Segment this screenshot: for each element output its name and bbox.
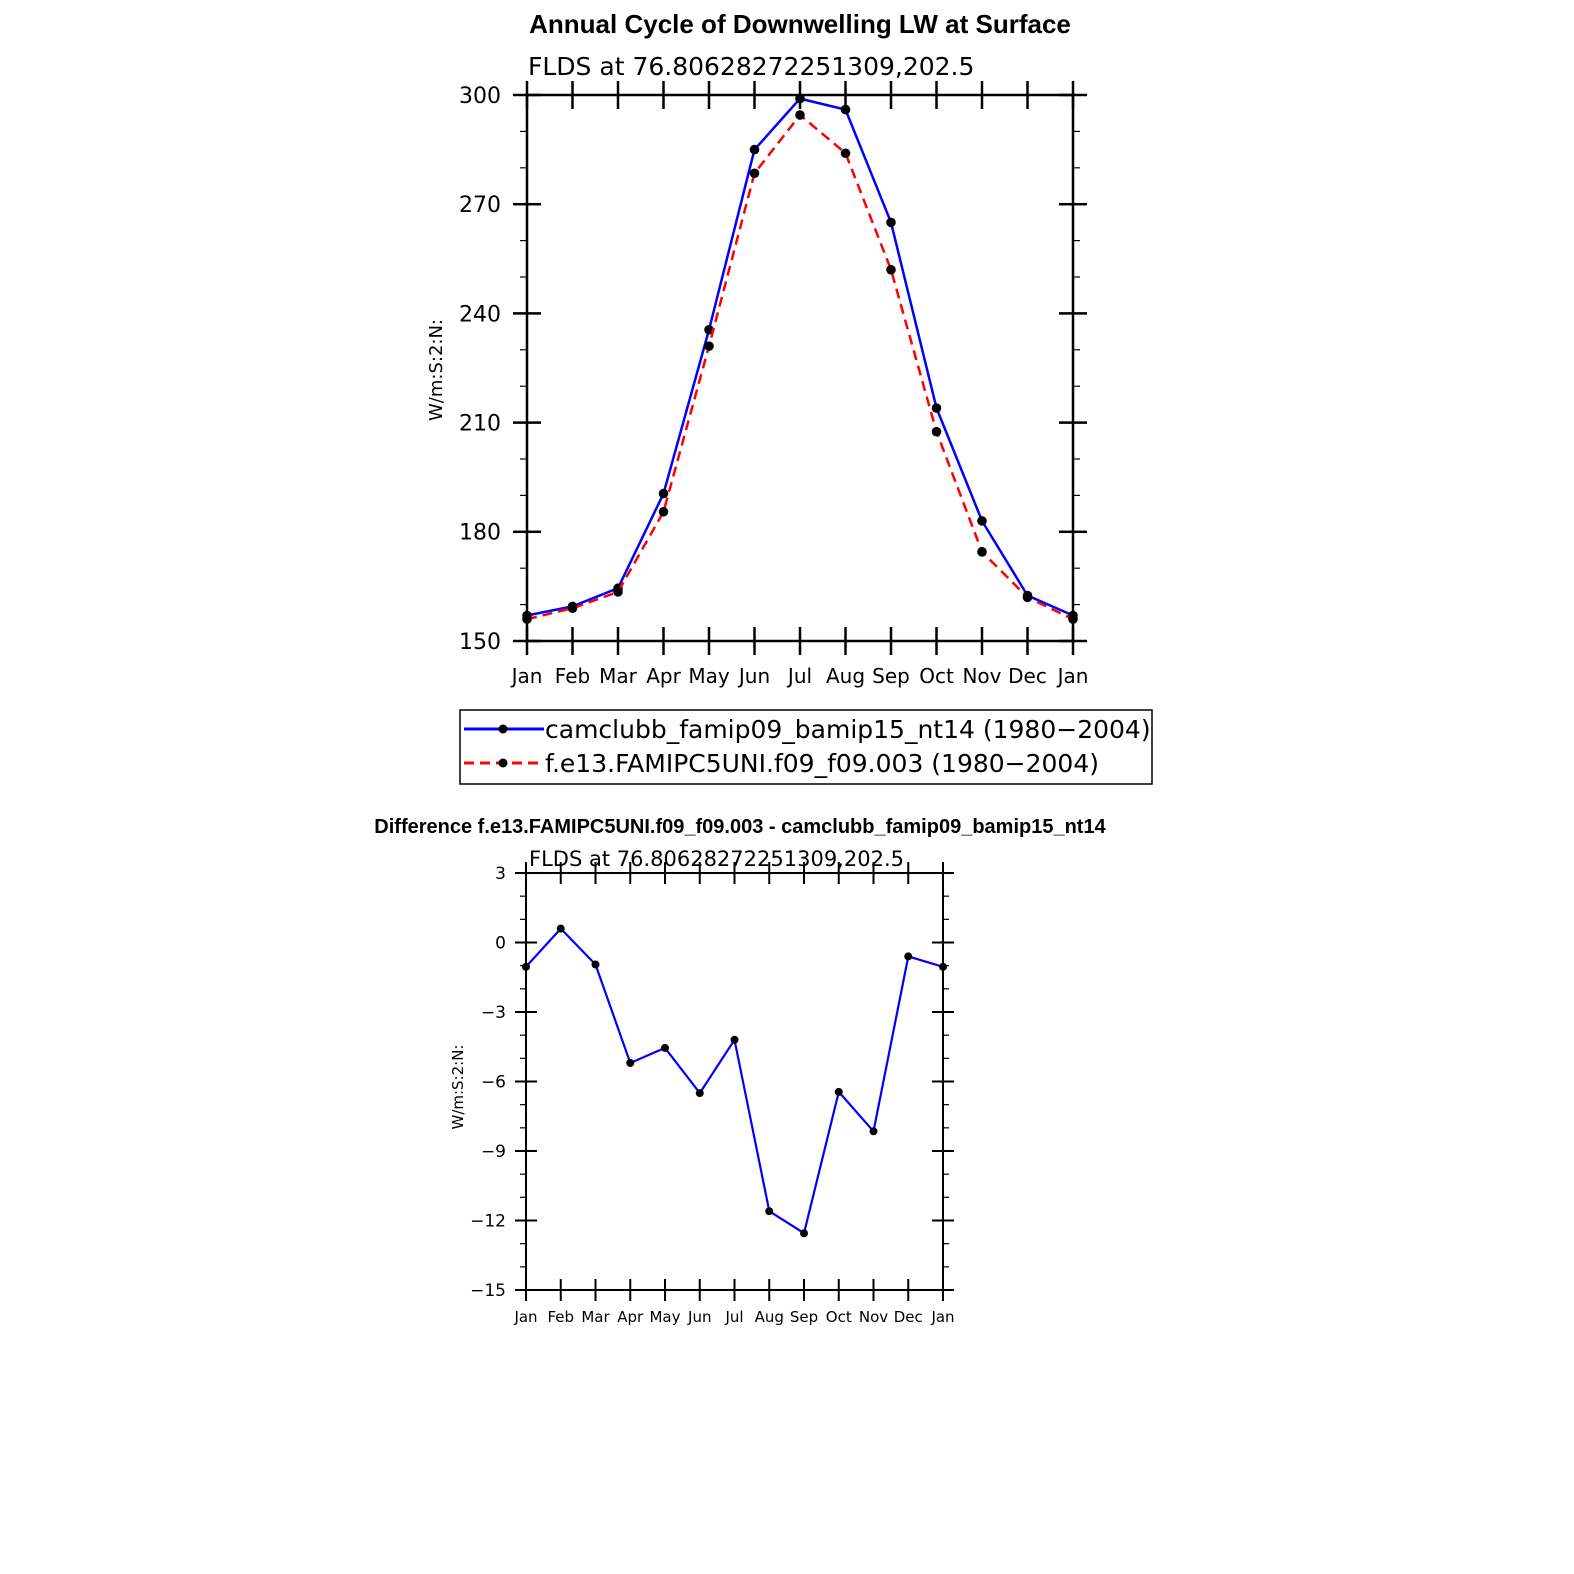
x-tick-label: Jul: [724, 1308, 743, 1326]
x-tick-label: Jun: [737, 664, 770, 688]
y-tick-label: 0: [495, 934, 506, 954]
y-tick-label: 210: [459, 412, 501, 437]
x-tick-label: Aug: [826, 664, 865, 688]
x-tick-label: Dec: [894, 1308, 923, 1326]
x-tick-label: Oct: [919, 664, 954, 688]
chart2-ylabel: W/m:S:2:N:: [449, 1045, 467, 1130]
x-tick-label: Oct: [826, 1308, 852, 1326]
x-tick-label: Dec: [1008, 664, 1047, 688]
series-1-point: [730, 1035, 739, 1044]
x-tick-label: Apr: [646, 664, 681, 688]
x-tick-label: May: [688, 664, 730, 688]
series-1-point: [840, 104, 851, 115]
series-1-point: [626, 1058, 635, 1067]
x-tick-label: Jan: [510, 664, 543, 688]
difference-chart: Difference f.e13.FAMIPC5UNI.f09_f09.003 …: [374, 816, 1106, 1326]
y-tick-label: 180: [459, 521, 501, 546]
chart2-title: Difference f.e13.FAMIPC5UNI.f09_f09.003 …: [374, 816, 1106, 838]
x-tick-label: Jan: [513, 1308, 537, 1326]
chart1-plot-frame: [525, 93, 1075, 643]
series-1-point: [522, 962, 530, 971]
chart2-subtitle: FLDS at 76.80628272251309,202.5: [529, 847, 904, 871]
x-tick-label: Feb: [555, 664, 590, 688]
y-tick-label: 300: [459, 84, 501, 109]
series-2-point: [886, 264, 896, 275]
series-1-point: [591, 960, 600, 969]
series-2-point: [1022, 592, 1033, 603]
series-1-point: [800, 1229, 808, 1238]
series-1-point: [661, 1043, 669, 1052]
x-tick-label: Jan: [930, 1308, 954, 1326]
y-tick-label: 240: [459, 302, 501, 327]
series-1-point: [765, 1207, 774, 1216]
series-2-point: [1068, 614, 1078, 624]
y-tick-label: −9: [481, 1142, 506, 1162]
y-tick-label: 150: [459, 630, 501, 655]
series-1-point: [749, 144, 760, 155]
series-2-point: [613, 587, 623, 597]
series-2-point: [522, 614, 532, 624]
series-2-point: [977, 547, 987, 557]
y-tick-label: 270: [459, 193, 501, 218]
legend-marker-series-1: [498, 724, 508, 734]
series-2-point: [931, 426, 942, 437]
legend-marker-series-2: [498, 758, 508, 768]
series-2-point: [749, 168, 760, 179]
series-line-1: [525, 927, 944, 1235]
x-tick-label: Mar: [581, 1308, 610, 1326]
y-tick-label: −15: [470, 1281, 506, 1301]
series-1-point: [977, 516, 987, 526]
y-tick-label: −3: [481, 1003, 506, 1023]
legend-label-series-2: f.e13.FAMIPC5UNI.f09_f09.003 (1980−2004): [545, 749, 1099, 778]
chart1-ylabel: W/m:S:2:N:: [426, 319, 447, 421]
y-tick-label: −6: [481, 1073, 506, 1093]
x-tick-label: Mar: [599, 664, 638, 688]
legend-label-series-1: camclubb_famip09_bamip15_nt14 (1980−2004…: [545, 715, 1151, 744]
x-tick-label: Jul: [786, 664, 812, 688]
series-1-point: [931, 403, 942, 413]
series-2-point: [840, 148, 851, 159]
series-2-point: [658, 506, 669, 517]
series-1-point: [904, 952, 913, 961]
series-2-point: [795, 110, 805, 120]
x-tick-label: Aug: [755, 1308, 784, 1326]
series-line-1: [526, 97, 1074, 617]
series-1-point: [886, 217, 896, 228]
x-tick-label: Apr: [617, 1308, 644, 1326]
series-1-point: [695, 1089, 704, 1098]
series-1-point: [869, 1127, 878, 1136]
x-tick-label: Jan: [1056, 664, 1089, 688]
chart1-legend: camclubb_famip09_bamip15_nt14 (1980−2004…: [459, 709, 1153, 785]
legend-box: [459, 709, 1153, 785]
series-1-point: [658, 488, 669, 499]
series-1-point: [795, 93, 805, 104]
chart2-plot-frame: [525, 872, 944, 1291]
x-tick-label: Nov: [962, 664, 1001, 688]
x-tick-label: Feb: [547, 1308, 574, 1326]
x-tick-label: May: [649, 1308, 680, 1326]
annual-cycle-chart: Annual Cycle of Downwelling LW at Surfac…: [426, 9, 1153, 785]
series-line-2: [526, 113, 1074, 621]
y-tick-label: 3: [495, 864, 506, 884]
series-1-point: [834, 1087, 843, 1096]
chart1-title: Annual Cycle of Downwelling LW at Surfac…: [529, 9, 1071, 39]
y-tick-label: −12: [470, 1212, 506, 1232]
series-2-point: [704, 341, 714, 351]
chart1-subtitle: FLDS at 76.80628272251309,202.5: [528, 52, 974, 81]
x-tick-label: Sep: [872, 664, 910, 688]
x-tick-label: Sep: [790, 1308, 818, 1326]
series-2-point: [567, 603, 578, 614]
x-tick-label: Nov: [859, 1308, 888, 1326]
series-1-point: [939, 962, 947, 971]
series-1-point: [556, 924, 565, 933]
x-tick-label: Jun: [687, 1308, 711, 1326]
